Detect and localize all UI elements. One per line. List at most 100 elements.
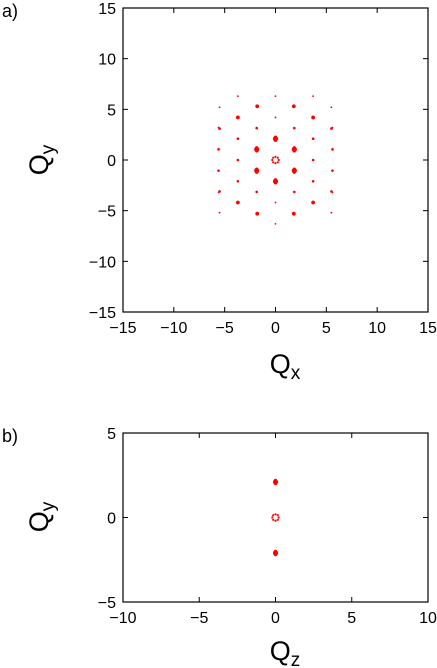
data-point: [217, 191, 220, 194]
y-tick-label: 0: [107, 153, 116, 170]
panel-label-a: a): [2, 1, 18, 21]
data-point: [331, 126, 334, 129]
data-point: [255, 104, 260, 109]
y-tick-label: −15: [89, 305, 116, 322]
plot-frame-a: [122, 7, 429, 313]
y-tick-labels-b: −5 0 5: [98, 426, 116, 612]
data-point: [291, 211, 296, 216]
data-point-center-dot: [271, 516, 274, 519]
data-point-lobe: [255, 149, 259, 153]
data-point-center-dot: [276, 161, 279, 164]
data-point-lobe: [273, 138, 278, 142]
data-point: [218, 211, 221, 214]
data-point-center-dot: [272, 514, 275, 517]
data-point: [236, 158, 240, 162]
data-point: [274, 116, 277, 119]
panel-label-b: b): [2, 426, 18, 446]
x-tick-label: 5: [347, 610, 356, 627]
data-point: [236, 95, 239, 98]
data-point: [235, 200, 240, 205]
data-point: [236, 137, 240, 141]
x-tick-labels-b: −10 −5 0 5 10: [109, 610, 437, 627]
data-point: [312, 95, 315, 98]
data-point-lobe: [273, 482, 278, 486]
x-tick-label: 10: [368, 320, 386, 337]
y-tick-labels-a: −15 −10 −5 0 5 10 15: [89, 1, 116, 322]
data-point-center-dot: [271, 158, 274, 162]
data-point: [218, 106, 221, 109]
data-point-lobe: [255, 170, 259, 174]
data-point-center: [271, 155, 280, 165]
data-point-lobe: [255, 146, 259, 150]
data-point-center-dot: [274, 155, 277, 158]
data-point-lobe: [273, 478, 278, 483]
plot-frame-b: [122, 432, 429, 603]
data-point: [217, 126, 220, 129]
y-tick-label: 15: [98, 1, 116, 18]
data-point: [274, 201, 277, 204]
chart-panel-b: b) −10 −5 0 5 10 −505 Qz Qy: [2, 426, 437, 668]
data-point-center-dot: [274, 162, 277, 165]
y-axis-label-a: Qy: [24, 144, 59, 175]
y-tick-label: 5: [107, 426, 116, 443]
data-point-lobe: [292, 146, 296, 150]
data-point: [331, 169, 334, 172]
data-point: [235, 115, 240, 120]
x-tick-label: −15: [109, 320, 136, 337]
x-tick-labels-a: −15 −10 −5 0 5 10 15: [109, 320, 437, 337]
data-point: [311, 200, 316, 205]
ticks-b: [122, 432, 429, 603]
y-tick-label: 10: [98, 52, 116, 69]
data-point: [255, 211, 260, 216]
data-point: [331, 191, 334, 194]
data-point: [311, 179, 315, 183]
data-point-center-dot: [277, 516, 280, 519]
x-axis-label-a: Qx: [270, 349, 301, 384]
x-tick-label: −10: [109, 610, 136, 627]
data-point: [274, 222, 277, 225]
data-point-lobe: [292, 149, 296, 153]
data-point: [293, 126, 296, 130]
data-point: [311, 158, 315, 162]
data-point-center: [271, 513, 280, 522]
data-point: [255, 190, 258, 194]
y-tick-label: 5: [107, 102, 116, 119]
x-axis-label-b: Qz: [270, 636, 301, 668]
y-axis-label-b: Qy: [24, 501, 59, 532]
y-tick-label: 0: [107, 511, 116, 528]
data-point-center-dot: [276, 514, 279, 517]
data-point: [291, 104, 296, 109]
data-point-center-dot: [276, 518, 279, 521]
data-point: [330, 211, 333, 214]
chart-panel-a: a) −15 −10 −5 0 5 10 15 −15 −10 −5 0 5 10 15 Qx Qy: [2, 1, 437, 384]
x-tick-label: 5: [322, 320, 331, 337]
data-point-center-dot: [276, 156, 279, 159]
data-point-lobe: [292, 170, 296, 174]
x-tick-label: −5: [216, 320, 234, 337]
data-point-center-dot: [272, 518, 275, 521]
data-point: [311, 137, 315, 141]
x-tick-label: −5: [190, 610, 208, 627]
data-point-lobe: [273, 549, 278, 553]
data-point-lobe: [273, 135, 278, 139]
ticks-a: [122, 7, 429, 313]
data-point-lobe: [273, 181, 278, 185]
data-point-center-dot: [277, 158, 280, 162]
data-point-center-dot: [274, 513, 277, 516]
data-point: [331, 148, 334, 151]
data-point: [293, 190, 296, 194]
y-tick-label: −5: [98, 595, 116, 612]
x-tick-label: 0: [271, 610, 280, 627]
data-point-lobe: [273, 552, 278, 557]
data-point: [217, 169, 220, 172]
data-point: [330, 106, 333, 109]
data-point: [311, 115, 316, 120]
x-tick-label: 0: [271, 320, 280, 337]
data-point: [255, 126, 258, 130]
data-point-center-dot: [274, 519, 277, 522]
x-tick-label: −10: [160, 320, 187, 337]
y-tick-label: −10: [89, 254, 116, 271]
data-points-b: [271, 478, 280, 557]
data-point-lobe: [255, 167, 259, 171]
